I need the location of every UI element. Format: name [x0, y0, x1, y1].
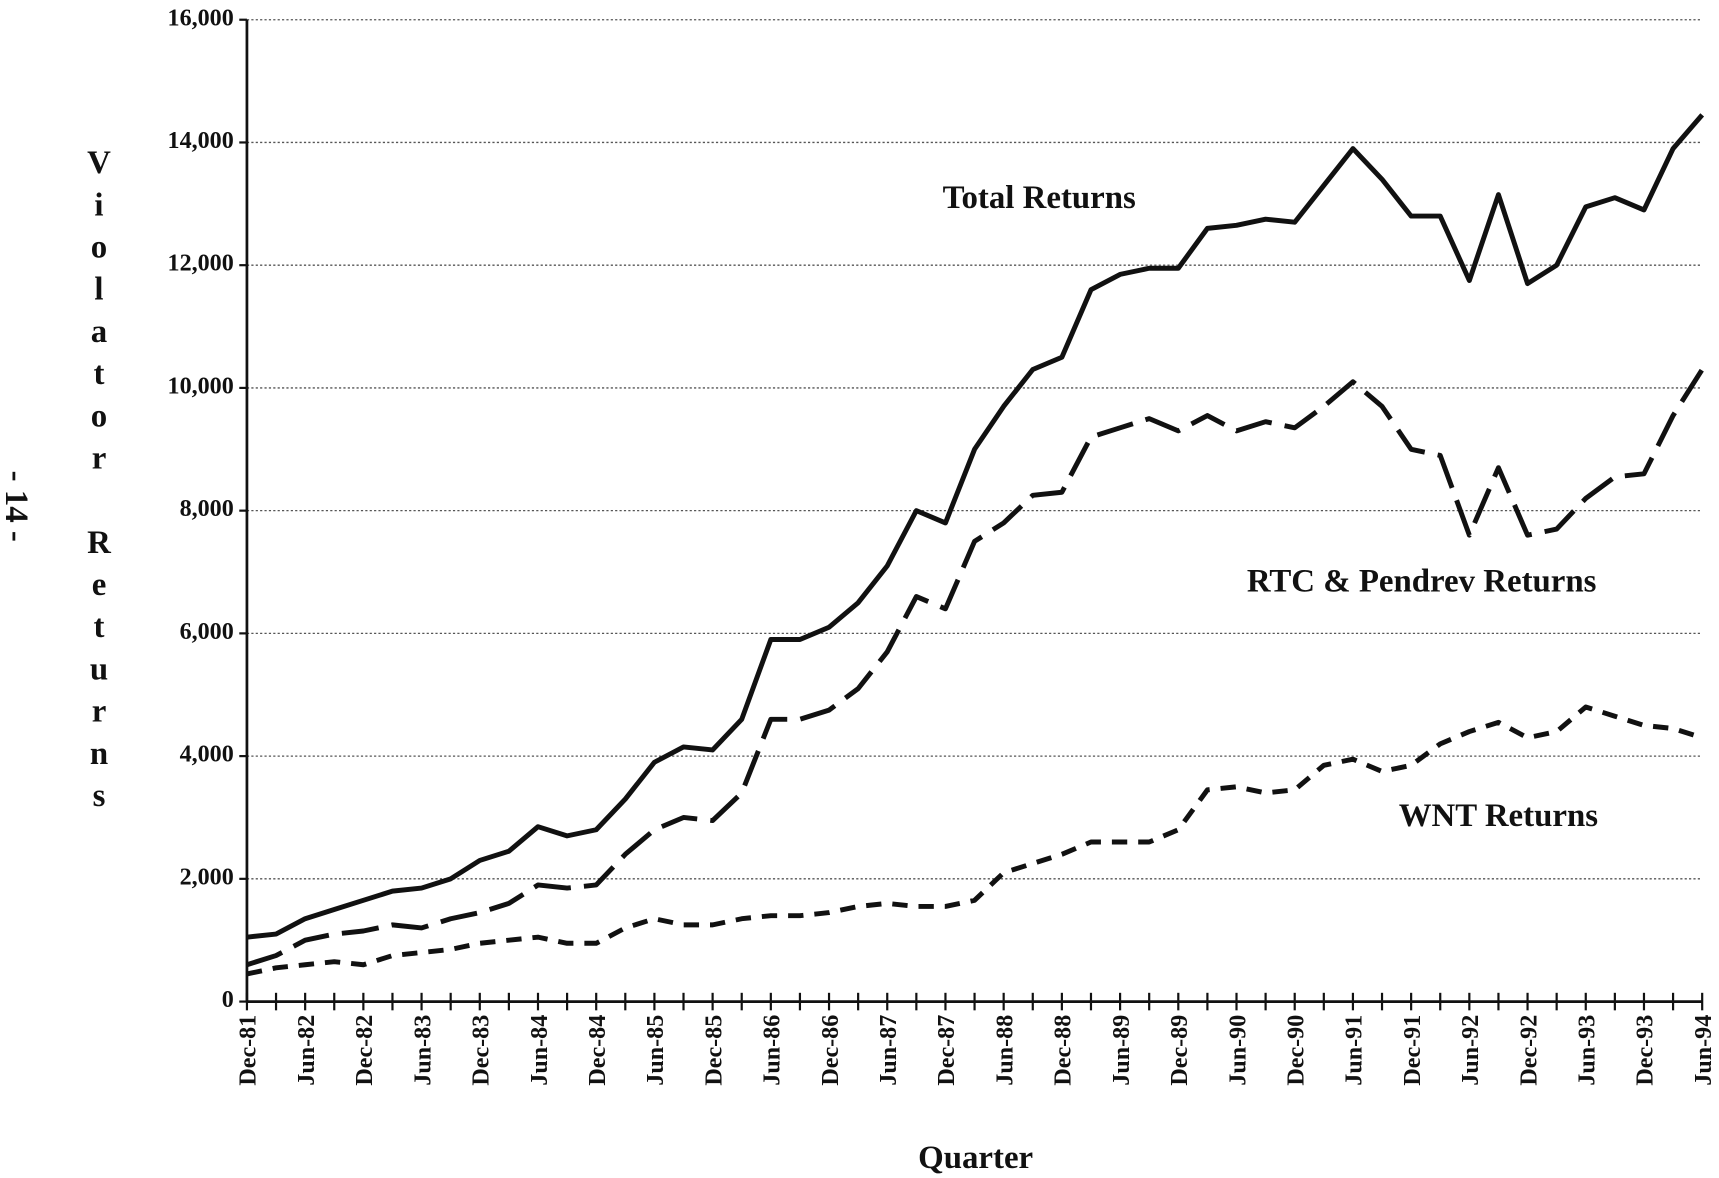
- y-tick-label: 14,000: [168, 128, 234, 154]
- series-line: [246, 368, 1705, 968]
- x-tick-label: Jun-82: [294, 1015, 320, 1086]
- x-tick-label: Jun-86: [760, 1015, 786, 1086]
- series-label: RTC & Pendrev Returns: [1247, 564, 1597, 600]
- series-label: Total Returns: [943, 180, 1136, 216]
- x-tick-label: Jun-83: [410, 1015, 436, 1086]
- x-tick-label: Jun-89: [1109, 1015, 1135, 1086]
- y-tick-label: 8,000: [180, 496, 234, 522]
- x-tick-label: Jun-92: [1458, 1015, 1484, 1086]
- x-tick-label: Dec-89: [1167, 1015, 1193, 1086]
- x-tick-label: Jun-88: [992, 1015, 1018, 1086]
- x-tick-label: Dec-93: [1633, 1015, 1659, 1086]
- x-tick-label: Jun-91: [1342, 1015, 1368, 1086]
- x-tick-label: Jun-84: [527, 1015, 553, 1086]
- y-tick-label: 16,000: [168, 5, 234, 31]
- x-tick-label: Dec-88: [1051, 1015, 1077, 1086]
- x-tick-label: Dec-81: [236, 1015, 262, 1086]
- x-tick-label: Dec-86: [818, 1015, 844, 1086]
- series-line: [246, 704, 1703, 977]
- x-tick-label: Jun-85: [643, 1015, 669, 1086]
- y-tick-label: 0: [222, 987, 234, 1013]
- y-tick-label: 2,000: [180, 864, 234, 890]
- page-number: - 14 -: [0, 471, 34, 542]
- series-line: [246, 113, 1705, 940]
- x-tick-label: Jun-93: [1575, 1015, 1601, 1086]
- y-tick-label: 4,000: [180, 742, 234, 768]
- x-tick-label: Jun-94: [1691, 1015, 1717, 1086]
- x-tick-label: Dec-83: [469, 1015, 495, 1086]
- series-label: WNT Returns: [1399, 798, 1598, 834]
- x-tick-label: Dec-90: [1283, 1015, 1309, 1086]
- x-tick-label: Dec-91: [1400, 1015, 1426, 1086]
- x-tick-label: Dec-87: [934, 1015, 960, 1086]
- x-tick-label: Dec-92: [1516, 1015, 1542, 1086]
- x-tick-label: Dec-85: [701, 1015, 727, 1086]
- y-tick-label: 12,000: [168, 251, 234, 277]
- x-tick-label: Dec-82: [352, 1015, 378, 1086]
- x-axis-title: Quarter: [918, 1140, 1033, 1176]
- x-tick-label: Jun-87: [876, 1015, 902, 1086]
- x-tick-label: Dec-84: [585, 1015, 611, 1086]
- y-tick-label: 6,000: [180, 619, 234, 645]
- y-tick-label: 10,000: [168, 373, 234, 399]
- x-tick-label: Jun-90: [1225, 1015, 1251, 1086]
